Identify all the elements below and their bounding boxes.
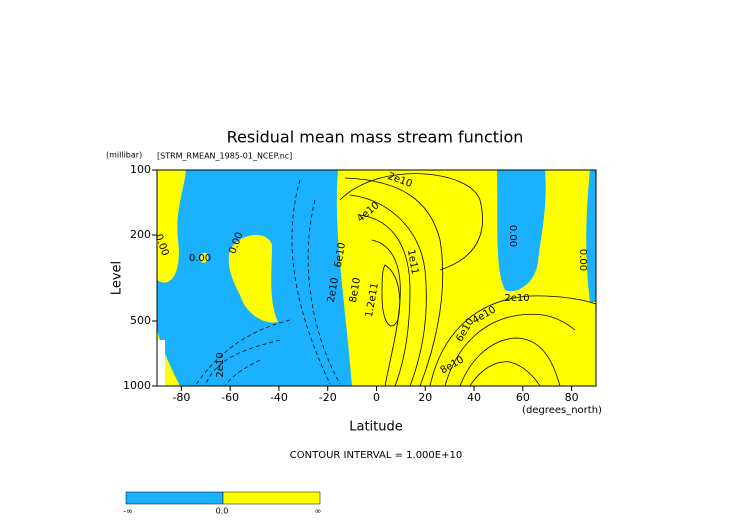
- negative-region: [586, 170, 596, 302]
- positive-contour: [459, 337, 561, 387]
- contour-label: 0.00: [189, 253, 211, 264]
- contour-label: 2e10: [215, 352, 226, 377]
- colorbar-negative: [125, 491, 224, 505]
- positive-contour: [429, 295, 597, 387]
- y-tick-label: 100: [130, 163, 151, 176]
- negative-contour: [291, 179, 331, 385]
- chart-title: Residual mean mass stream function: [227, 128, 524, 147]
- positive-contour: [339, 173, 483, 271]
- x-tick-label: -40: [270, 391, 288, 404]
- positive-region: [228, 234, 278, 323]
- positive-contour: [381, 264, 401, 327]
- y-tick-label: 1000: [123, 379, 151, 392]
- x-tick-label: 40: [467, 391, 481, 404]
- negative-contour: [307, 199, 341, 385]
- x-tick-label: 80: [565, 391, 579, 404]
- x-unit: (degrees_north): [522, 405, 602, 416]
- x-tick-label: -20: [319, 391, 337, 404]
- negative-contour: [204, 339, 281, 387]
- contour-label: 0.00: [577, 249, 588, 271]
- contour-label: 0.00: [507, 225, 518, 247]
- y-tick-label: 500: [130, 314, 151, 327]
- x-tick-label: -80: [172, 391, 190, 404]
- y-unit: (millibar): [106, 151, 142, 160]
- colorbar-label: 0.0: [216, 507, 229, 516]
- x-tick-label: 0: [373, 391, 380, 404]
- missing-region: [157, 340, 165, 386]
- contour-label: 8e10: [348, 277, 363, 304]
- positive-contour: [344, 177, 444, 387]
- y-axis-label: Level: [110, 261, 125, 295]
- positive-contour: [444, 313, 576, 387]
- subtitle: [STRM_RMEAN_1985-01_NCEP.nc]: [157, 152, 292, 161]
- contour-note: CONTOUR INTERVAL = 1.000E+10: [290, 450, 462, 461]
- positive-contour: [359, 214, 411, 387]
- contour-label: 1e11: [405, 249, 420, 276]
- x-tick-label: 20: [418, 391, 432, 404]
- positive-contour: [349, 194, 427, 387]
- contour-label: 2e10: [326, 277, 341, 304]
- colorbar-label: -∞: [123, 507, 133, 516]
- positive-region: [200, 252, 208, 263]
- negative-contour: [194, 319, 291, 387]
- contour-label: 6e10: [333, 242, 348, 269]
- colorbar-label: ∞: [315, 507, 322, 516]
- negative-region: [497, 170, 546, 292]
- x-axis-label: Latitude: [349, 420, 403, 435]
- x-tick-label: -60: [221, 391, 239, 404]
- positive-contour: [469, 361, 541, 387]
- plot-area: 0.00 0.002e102e102e104e106e108e101e111.2e…: [153, 170, 597, 387]
- colorbar-positive: [222, 491, 321, 505]
- y-tick-label: 200: [130, 228, 151, 241]
- x-tick-label: 60: [516, 391, 530, 404]
- contour-label: 2e10: [504, 293, 529, 304]
